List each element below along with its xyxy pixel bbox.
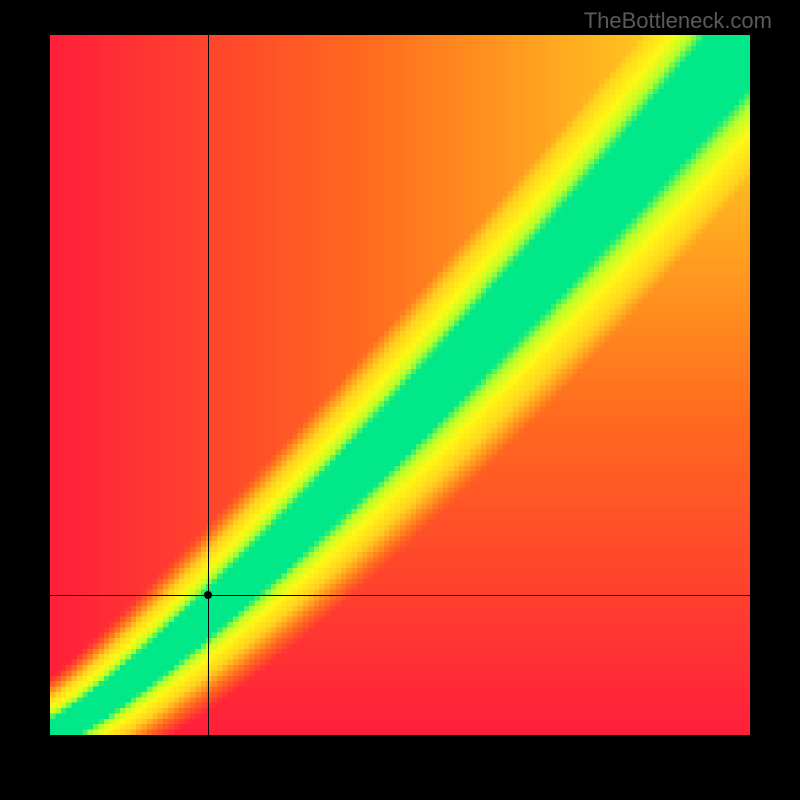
crosshair-vertical [208,35,209,735]
heatmap-canvas [50,35,750,735]
chart-container: TheBottleneck.com [0,0,800,800]
crosshair-horizontal [50,595,750,596]
marker-dot [204,591,212,599]
watermark-text: TheBottleneck.com [584,8,772,34]
plot-area [50,35,750,735]
